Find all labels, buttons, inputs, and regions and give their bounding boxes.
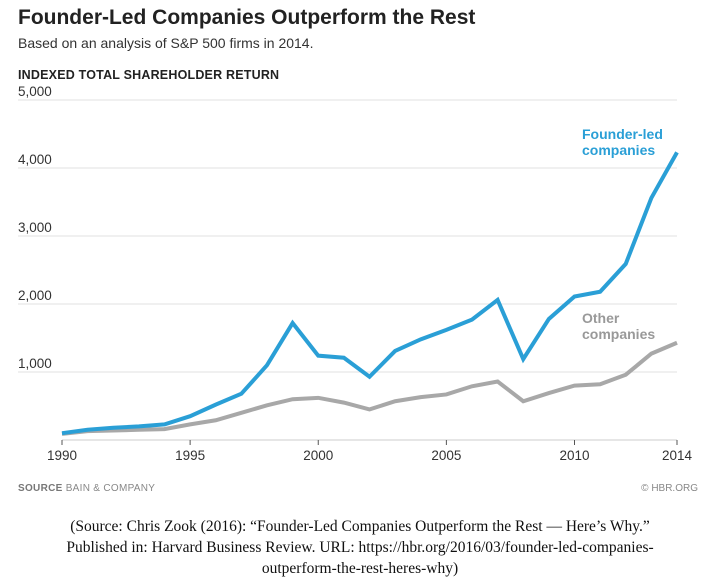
series-label: Founder-led xyxy=(582,126,663,142)
citation: (Source: Chris Zook (2016): “Founder-Led… xyxy=(0,516,720,579)
y-tick-label: 3,000 xyxy=(18,220,52,235)
x-tick-label: 2005 xyxy=(431,448,461,463)
x-tick-label: 1990 xyxy=(47,448,77,463)
source-note: SOURCE BAIN & COMPANY xyxy=(18,483,155,495)
y-tick-label: 4,000 xyxy=(18,152,52,167)
x-tick-label: 2000 xyxy=(303,448,333,463)
series-label: companies xyxy=(582,326,655,342)
series-line xyxy=(61,151,679,436)
y-tick-label: 1,000 xyxy=(18,356,52,371)
citation-line: outperform-the-rest-heres-why) xyxy=(261,560,459,577)
series-label: Other xyxy=(582,310,620,326)
chart-subtitle: Based on an analysis of S&P 500 firms in… xyxy=(18,35,314,51)
series-label: companies xyxy=(582,142,655,158)
source-name: BAIN & COMPANY xyxy=(65,483,156,494)
x-tick-label: 1995 xyxy=(175,448,205,463)
x-tick-label: 2010 xyxy=(559,448,589,463)
y-axis-label: INDEXED TOTAL SHAREHOLDER RETURN xyxy=(18,68,280,82)
series-line xyxy=(61,340,678,436)
line-chart: 5,000 4,000 3,000 2,000 1,000 1990 1995 2000 200… xyxy=(18,84,693,463)
y-tick-label: 5,000 xyxy=(18,84,52,99)
source-label: SOURCE xyxy=(18,483,63,494)
citation-line: (Source: Chris Zook (2016): “Founder-Led… xyxy=(70,518,650,535)
x-tick-label: 2014 xyxy=(662,448,693,463)
chart-title: Founder-Led Companies Outperform the Res… xyxy=(18,6,476,29)
citation-line: Published in: Harvard Business Review. U… xyxy=(66,539,654,556)
y-tick-label: 2,000 xyxy=(18,288,52,303)
credit: © HBR.ORG xyxy=(641,483,698,494)
